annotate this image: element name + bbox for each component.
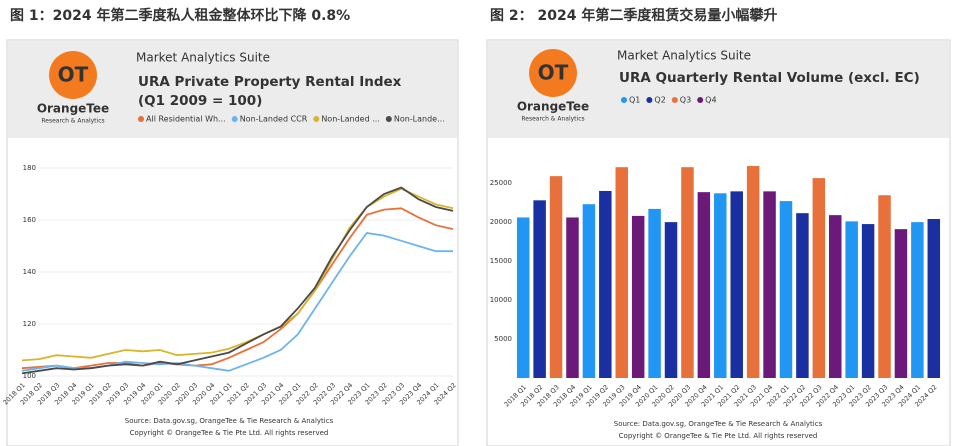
bar (681, 167, 694, 378)
legend-label: Non-Lande... (394, 115, 445, 124)
bar (566, 217, 579, 378)
copyright: Copyright © OrangeTee & Tie Pte Ltd. All… (130, 429, 329, 437)
y-tick-label: 10000 (490, 296, 512, 304)
logo-mark: OT (538, 61, 569, 85)
source: Source: Data.gov.sg, OrangeTee & Tie Res… (614, 420, 823, 428)
series-line (21, 187, 454, 362)
logo-mark: OT (58, 63, 89, 87)
bar (746, 166, 760, 378)
tagline: Research & Analytics (41, 118, 104, 125)
bar (582, 204, 596, 378)
y-tick-label: 160 (23, 216, 36, 224)
bar (697, 192, 711, 378)
legend-label: Non-Landed CCR (240, 115, 308, 124)
bar (927, 219, 941, 378)
legend-swatch (646, 97, 653, 103)
chart-subtitle: (Q1 2009 = 100) (138, 93, 262, 109)
copyright: Copyright © OrangeTee & Tie Pte Ltd. All… (619, 432, 818, 440)
y-tick-label: 100 (23, 372, 36, 380)
chart-title: URA Private Property Rental Index (138, 74, 402, 90)
bar (911, 222, 924, 378)
legend-label: Q3 (680, 96, 691, 105)
bar (796, 213, 809, 378)
bar (631, 215, 645, 378)
chart-title: URA Quarterly Rental Volume (excl. EC) (619, 70, 920, 86)
tagline: Research & Analytics (521, 116, 584, 123)
bar (763, 191, 776, 378)
brand: OrangeTee (517, 100, 589, 114)
logo-badge (49, 51, 97, 99)
bar (714, 193, 727, 378)
bar (549, 176, 563, 378)
legend-label: Non-Landed ... (321, 115, 380, 124)
y-tick-label: 5000 (494, 335, 512, 343)
legend-swatch (671, 97, 678, 103)
series-line (21, 207, 454, 370)
legend-label: Q1 (629, 96, 640, 105)
legend-swatch (385, 116, 392, 122)
y-tick-label: 15000 (490, 257, 512, 265)
legend-label: Q2 (654, 96, 665, 105)
legend-label: All Residential Wh... (146, 115, 226, 124)
bar (861, 224, 875, 378)
bar (829, 215, 842, 378)
bar (779, 201, 793, 378)
y-tick-label: 140 (23, 268, 36, 276)
figure-caption: 图 1：2024 年第二季度私人租金整体环比下降 0.8% (10, 7, 350, 24)
brand: OrangeTee (37, 102, 109, 116)
legend-swatch (138, 116, 144, 122)
logo-badge (529, 49, 577, 97)
bar (664, 222, 678, 378)
legend-label: Q4 (705, 96, 716, 105)
legend-swatch (313, 116, 320, 122)
bar (894, 229, 908, 378)
y-tick-label: 20000 (490, 218, 512, 226)
legend-swatch (621, 97, 627, 103)
legend-swatch (231, 116, 238, 122)
suite: Market Analytics Suite (617, 49, 751, 63)
legend-swatch (697, 97, 704, 103)
bar (730, 191, 743, 378)
bar (516, 217, 530, 378)
bar (878, 195, 891, 378)
y-tick-label: 180 (23, 164, 36, 172)
source: Source: Data.gov.sg, OrangeTee & Tie Res… (125, 417, 334, 425)
bar (812, 178, 826, 378)
bar (533, 200, 546, 378)
bar (845, 221, 858, 378)
bar (615, 167, 628, 378)
suite: Market Analytics Suite (136, 51, 270, 65)
y-tick-label: 25000 (490, 179, 512, 187)
figure-caption: 图 2： 2024 年第二季度租赁交易量小幅攀升 (490, 7, 777, 24)
series-line (21, 186, 454, 375)
bar (648, 208, 661, 378)
bar (599, 190, 612, 378)
y-tick-label: 120 (23, 320, 36, 328)
